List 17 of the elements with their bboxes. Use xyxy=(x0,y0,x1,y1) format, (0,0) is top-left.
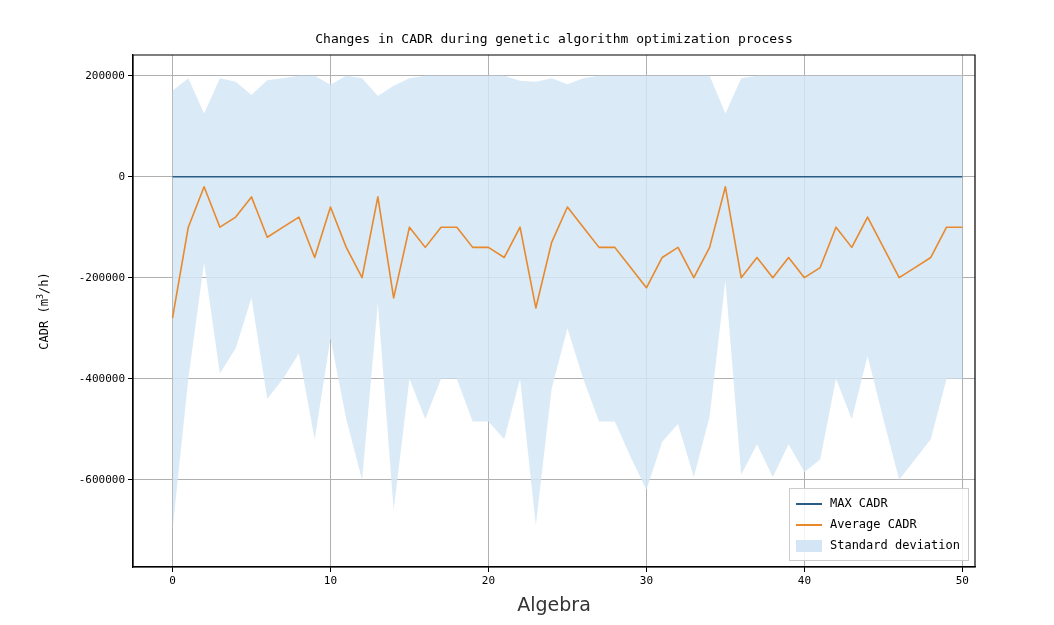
x-tick-label: 30 xyxy=(639,574,654,588)
y-tick-label: -400000 xyxy=(78,371,125,385)
x-tick-label: 20 xyxy=(481,574,496,588)
y-tick-label: -200000 xyxy=(78,270,125,284)
x-tick-label: 40 xyxy=(797,574,812,588)
legend-label: Standard deviation xyxy=(829,537,960,554)
legend-label: Average CADR xyxy=(829,516,917,533)
y-tick-label: 0 xyxy=(118,169,125,183)
x-tick-label: 0 xyxy=(169,574,176,588)
y-tick-label: 200000 xyxy=(85,68,125,82)
chart-title: Changes in CADR during genetic algorithm optimization process xyxy=(315,31,793,46)
x-tick-label: 50 xyxy=(955,574,969,588)
y-tick-label: -600000 xyxy=(78,472,125,486)
y-axis-title: CADR (m3/h) xyxy=(35,272,51,350)
x-tick-label: 10 xyxy=(323,574,338,588)
legend-label: MAX CADR xyxy=(829,495,888,512)
x-axis-title: Algebra xyxy=(517,593,591,615)
